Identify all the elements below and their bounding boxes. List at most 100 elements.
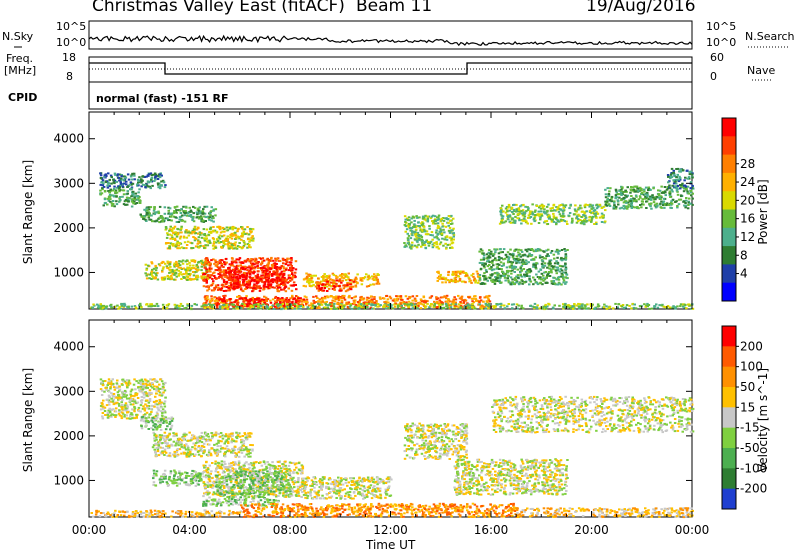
power-cell <box>100 181 103 184</box>
power-cell <box>196 278 199 281</box>
power-cell <box>478 250 481 253</box>
power-cell <box>421 222 425 225</box>
power-cell <box>365 303 368 305</box>
power-cell <box>280 265 283 267</box>
power-cell <box>517 260 520 263</box>
power-cell <box>420 236 424 238</box>
power-cell <box>121 189 125 192</box>
power-cell <box>225 283 228 286</box>
power-cell <box>333 302 336 305</box>
power-cell <box>338 285 341 288</box>
power-cell <box>556 283 560 286</box>
power-cell <box>575 216 579 219</box>
power-cell <box>108 193 112 196</box>
power-cell <box>535 262 538 265</box>
power-cell <box>563 220 566 223</box>
power-cell <box>368 299 371 302</box>
power-cell <box>629 198 633 201</box>
power-cell <box>562 212 565 215</box>
power-cell <box>131 172 134 175</box>
power-cell <box>228 263 232 266</box>
power-cell <box>283 287 286 290</box>
power-cell <box>323 301 326 304</box>
power-cell <box>431 222 435 225</box>
power-cell <box>243 268 246 271</box>
power-cell <box>206 274 210 277</box>
power-cell <box>174 278 177 281</box>
power-cell <box>369 283 372 286</box>
power-cell <box>169 213 172 216</box>
power-cell <box>655 202 659 205</box>
power-cell <box>271 274 274 277</box>
power-cell <box>422 303 425 306</box>
power-cell <box>331 272 335 275</box>
power-cell <box>689 191 693 194</box>
power-cell <box>252 300 255 303</box>
power-cell <box>290 257 293 259</box>
power-cell <box>273 286 276 289</box>
power-cell <box>608 306 611 309</box>
freq-unit-label: [MHz] <box>4 64 37 77</box>
power-cell <box>679 170 682 173</box>
power-cell <box>656 204 659 207</box>
power-cell <box>494 257 497 260</box>
power-cell <box>439 241 443 244</box>
power-cell <box>513 271 516 273</box>
power-cell <box>436 232 440 235</box>
power-cell <box>192 267 196 270</box>
power-cell <box>310 281 314 284</box>
power-cell <box>195 303 198 306</box>
power-cell <box>134 306 138 309</box>
power-cell <box>331 303 335 306</box>
power-cell <box>226 299 229 302</box>
power-cell <box>247 307 250 310</box>
power-cell <box>204 216 208 219</box>
power-cell <box>260 276 263 279</box>
power-cell <box>197 232 200 235</box>
power-cell <box>436 222 440 225</box>
power-cell <box>204 295 207 298</box>
power-cell <box>440 232 444 235</box>
power-cell <box>450 229 453 232</box>
power-cell <box>182 247 185 250</box>
power-cell <box>544 257 547 260</box>
power-cell <box>517 257 520 260</box>
power-cell <box>646 305 649 308</box>
power-cell <box>590 217 594 220</box>
power-cell <box>252 266 255 269</box>
power-cell <box>642 193 646 196</box>
power-cell <box>167 219 170 222</box>
power-cell <box>414 233 418 235</box>
power-cell <box>371 307 374 310</box>
power-cell <box>234 241 237 244</box>
power-cell <box>130 200 134 203</box>
power-cell <box>250 264 254 267</box>
power-cell <box>267 277 271 280</box>
power-cell <box>506 251 510 254</box>
power-cell <box>686 190 689 193</box>
nsearch-tick-bottom: 10^0 <box>706 36 737 49</box>
power-cell <box>525 275 529 277</box>
power-cell <box>356 281 359 284</box>
power-cell <box>203 266 206 269</box>
power-cell <box>423 242 426 245</box>
power-cell <box>549 251 553 254</box>
power-cell <box>205 281 208 284</box>
power-cell <box>186 303 189 306</box>
power-cell <box>524 270 528 273</box>
power-cell <box>217 286 220 289</box>
power-cell <box>280 308 283 311</box>
power-cell <box>374 303 377 306</box>
power-cell <box>225 281 229 284</box>
power-cell <box>150 214 153 217</box>
power-cell <box>541 204 544 207</box>
power-cell <box>582 220 586 223</box>
power-cell <box>503 257 507 260</box>
power-cell <box>305 296 308 299</box>
power-cell <box>258 302 262 305</box>
power-cell <box>532 218 536 221</box>
power-cell <box>237 265 240 268</box>
power-cell <box>598 216 602 219</box>
power-cell <box>683 204 686 207</box>
power-cell <box>436 279 439 282</box>
